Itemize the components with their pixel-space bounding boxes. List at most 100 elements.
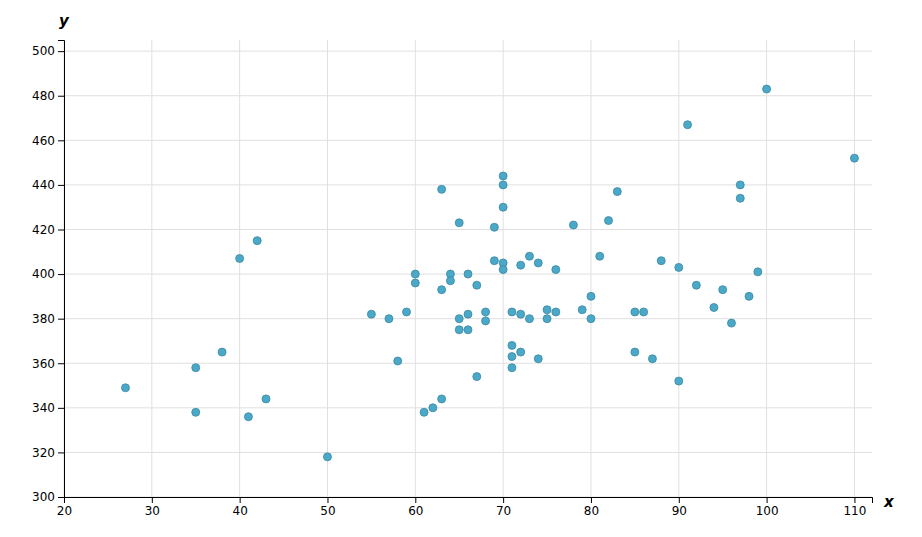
- point: [552, 308, 560, 316]
- point: [736, 181, 744, 189]
- y-axis-line: [58, 41, 65, 498]
- point: [675, 263, 683, 271]
- point: [455, 326, 463, 334]
- point: [587, 292, 595, 300]
- x-tick-label: 40: [233, 504, 248, 518]
- grid-line-y: [64, 229, 872, 230]
- x-tick-mark: [327, 497, 328, 503]
- grid: [64, 40, 872, 497]
- y-tick-mark: [58, 319, 64, 320]
- x-tick: 110: [843, 497, 866, 518]
- grid-line-y: [64, 51, 872, 52]
- point: [596, 252, 604, 260]
- y-tick-label: 500: [32, 44, 55, 58]
- x-tick-mark: [767, 497, 768, 503]
- grid-line-x: [854, 40, 855, 497]
- y-tick: 340: [32, 401, 64, 415]
- y-tick: 480: [32, 89, 64, 103]
- x-tick: 40: [233, 497, 248, 518]
- y-tick-mark: [58, 140, 64, 141]
- point: [684, 121, 692, 129]
- point: [517, 310, 525, 318]
- point: [482, 317, 490, 325]
- x-tick-mark: [679, 497, 680, 503]
- point: [499, 266, 507, 274]
- x-axis-title: x: [883, 493, 895, 511]
- grid-line-x: [766, 40, 767, 497]
- y-tick: 420: [32, 223, 64, 237]
- point: [420, 408, 428, 416]
- x-tick-label: 30: [145, 504, 160, 518]
- point: [244, 413, 252, 421]
- point: [438, 185, 446, 193]
- grid-line-x: [590, 40, 591, 497]
- x-tick-label: 80: [584, 504, 599, 518]
- x-tick-label: 110: [843, 504, 866, 518]
- y-tick-label: 420: [32, 223, 55, 237]
- x-tick: 90: [672, 497, 687, 518]
- point: [534, 259, 542, 267]
- x-tick-label: 100: [756, 504, 779, 518]
- point: [552, 266, 560, 274]
- y-tick-label: 300: [32, 490, 55, 504]
- y-tick-label: 360: [32, 357, 55, 371]
- point: [473, 373, 481, 381]
- point: [455, 219, 463, 227]
- grid-line-y: [64, 95, 872, 96]
- y-tick-label: 320: [32, 446, 55, 460]
- plot: 20 30 40 50 60 70 80 90 100 110 300 320 340 360 380 400…: [32, 12, 895, 518]
- x-tick-mark: [240, 497, 241, 503]
- point: [578, 306, 586, 314]
- point: [385, 315, 393, 323]
- point: [534, 355, 542, 363]
- y-tick-mark: [58, 51, 64, 52]
- y-tick-mark: [58, 408, 64, 409]
- y-tick-mark: [58, 363, 64, 364]
- grid-line-y: [64, 140, 872, 141]
- point: [543, 306, 551, 314]
- y-tick-mark: [58, 185, 64, 186]
- point: [455, 315, 463, 323]
- point: [517, 348, 525, 356]
- point: [253, 237, 261, 245]
- point: [121, 384, 129, 392]
- x-tick-label: 20: [57, 504, 72, 518]
- y-tick: 360: [32, 357, 64, 371]
- point: [543, 315, 551, 323]
- y-tick-label: 440: [32, 178, 55, 192]
- point: [482, 308, 490, 316]
- y-tick-label: 480: [32, 89, 55, 103]
- point: [499, 203, 507, 211]
- point: [490, 223, 498, 231]
- point: [323, 453, 331, 461]
- x-tick: 70: [496, 497, 511, 518]
- y-tick: 440: [32, 178, 64, 192]
- x-tick-label: 70: [496, 504, 511, 518]
- point: [262, 395, 270, 403]
- point: [631, 308, 639, 316]
- y-tick-label: 460: [32, 134, 55, 148]
- point: [218, 348, 226, 356]
- point: [508, 364, 516, 372]
- y-tick: 400: [32, 267, 64, 281]
- point: [192, 408, 200, 416]
- point: [710, 304, 718, 312]
- x-tick: 50: [320, 497, 335, 518]
- point: [613, 188, 621, 196]
- y-tick: 300: [32, 490, 64, 504]
- grid-line-x: [327, 40, 328, 497]
- x-tick: 30: [145, 497, 160, 518]
- point: [525, 315, 533, 323]
- x-tick-label: 60: [408, 504, 423, 518]
- y-tick-mark: [58, 96, 64, 97]
- x-tick-mark: [591, 497, 592, 503]
- point: [394, 357, 402, 365]
- point: [192, 364, 200, 372]
- point: [648, 355, 656, 363]
- grid-line-x: [415, 40, 416, 497]
- point: [438, 286, 446, 294]
- y-tick: 380: [32, 312, 64, 326]
- y-tick-label: 380: [32, 312, 55, 326]
- x-tick-label: 50: [320, 504, 335, 518]
- x-tick-mark: [503, 497, 504, 503]
